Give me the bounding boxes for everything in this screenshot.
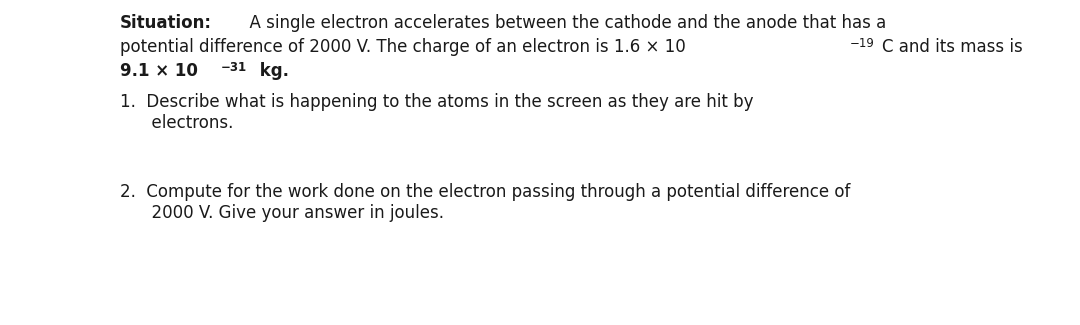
Text: −31: −31	[220, 60, 246, 73]
Text: 2.  Compute for the work done on the electron passing through a potential differ: 2. Compute for the work done on the elec…	[120, 183, 850, 201]
Text: kg.: kg.	[254, 62, 289, 80]
Text: 2000 V. Give your answer in joules.: 2000 V. Give your answer in joules.	[120, 204, 444, 222]
Text: 1.  Describe what is happening to the atoms in the screen as they are hit by: 1. Describe what is happening to the ato…	[120, 93, 754, 111]
Text: −19: −19	[850, 37, 875, 50]
Text: electrons.: electrons.	[120, 114, 233, 132]
Text: Situation:: Situation:	[120, 14, 212, 32]
Text: 9.1 × 10: 9.1 × 10	[120, 62, 198, 80]
Text: A single electron accelerates between the cathode and the anode that has a: A single electron accelerates between th…	[239, 14, 886, 32]
Text: potential difference of 2000 V. The charge of an electron is 1.6 × 10: potential difference of 2000 V. The char…	[120, 38, 686, 56]
Text: C and its mass is: C and its mass is	[882, 38, 1023, 56]
